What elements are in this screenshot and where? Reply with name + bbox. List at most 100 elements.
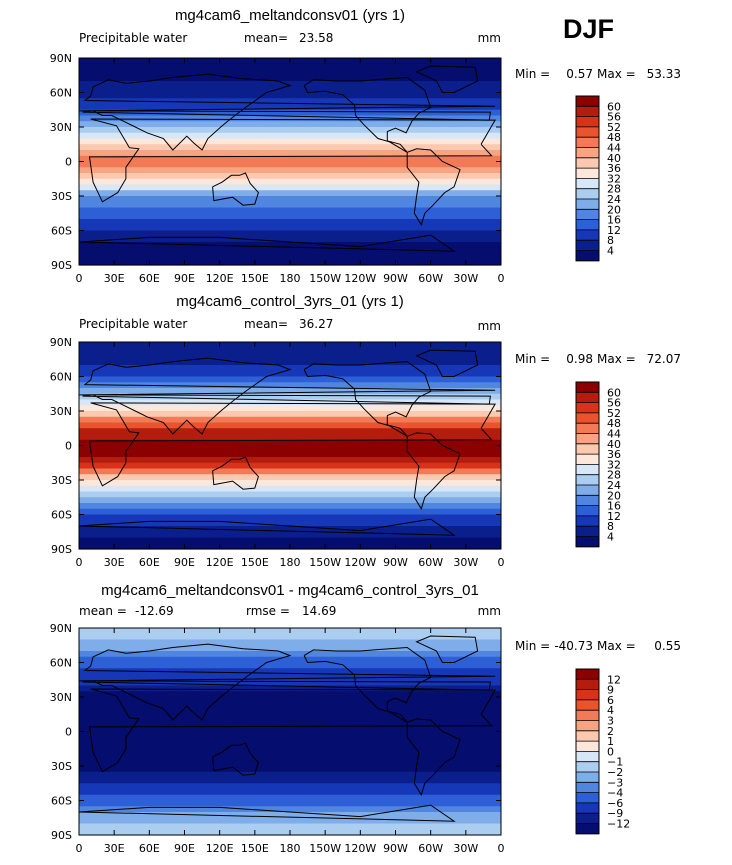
heatmap-band (79, 416, 501, 424)
y-tick-label: 60S (51, 225, 72, 238)
colorbar-label: 16 (607, 500, 621, 513)
heatmap-band (79, 748, 501, 756)
heatmap-band (79, 104, 501, 111)
heatmap-band (79, 86, 501, 94)
heatmap-band (79, 207, 501, 214)
min-label: Min = (515, 639, 550, 653)
heatmap-band (79, 474, 501, 481)
heatmap-band (79, 219, 501, 226)
panel-title: mg4cam6_meltandconsv01 - mg4cam6_control… (101, 582, 479, 599)
heatmap-band (79, 150, 501, 157)
heatmap-band (79, 196, 501, 203)
colorbar-swatch (576, 96, 599, 107)
max-value: 0.55 (654, 639, 681, 653)
heatmap-band (79, 806, 501, 813)
x-tick-label: 60E (139, 272, 160, 285)
x-tick-label: 90W (383, 556, 408, 569)
colorbar-swatch (576, 199, 599, 210)
panel-title: mg4cam6_control_3yrs_01 (yrs 1) (176, 293, 404, 310)
x-tick-label: 180 (280, 556, 301, 569)
colorbar-swatch (576, 443, 599, 455)
heatmap-band (79, 63, 501, 71)
colorbar-label: 9 (607, 684, 614, 697)
max-label: Max = (597, 67, 636, 81)
mean-value: 36.27 (299, 317, 333, 331)
coastline (78, 518, 456, 536)
x-tick-label: 30W (453, 556, 478, 569)
coastline (88, 402, 496, 487)
x-tick-label: 120W (344, 272, 376, 285)
colorbar-swatch (576, 474, 599, 486)
colorbar-label: 12 (607, 224, 621, 237)
heatmap-band (79, 69, 501, 76)
heatmap-band (79, 531, 501, 539)
heatmap-band (79, 445, 501, 452)
heatmap-band (79, 662, 501, 669)
colorbar-swatch (576, 392, 599, 403)
heatmap-band (79, 462, 501, 470)
colorbar-label: 24 (607, 193, 621, 206)
heatmap-band (79, 789, 501, 796)
coastline (88, 118, 496, 203)
variable-label: Precipitable water (79, 317, 187, 331)
heatmap-band (79, 691, 501, 698)
coastline (78, 804, 456, 822)
min-value: 0.57 (566, 67, 593, 81)
x-tick-label: 30E (104, 842, 125, 855)
heatmap-band (79, 491, 501, 498)
heatmap-band (79, 812, 501, 819)
heatmap-band (79, 497, 501, 504)
heatmap-band (79, 731, 501, 738)
heatmap-band (79, 457, 501, 464)
heatmap-band (79, 247, 501, 255)
coastline (88, 688, 496, 773)
colorbar-label: 12 (607, 510, 621, 523)
heatmap-band (79, 92, 501, 99)
heatmap-band (79, 127, 501, 134)
min-value: 0.98 (566, 352, 593, 366)
colorbar-swatch (576, 178, 599, 190)
colorbar-swatch (576, 536, 599, 548)
y-tick-label: 30S (51, 190, 72, 203)
map-panel-1: mg4cam6_meltandconsv01 (yrs 1) Precipitab… (50, 7, 681, 285)
max-label: Max = (597, 352, 636, 366)
heatmap-band (79, 668, 501, 675)
colorbar-swatch (576, 219, 599, 231)
y-tick-label: 90N (50, 622, 72, 635)
y-tick-label: 30N (50, 121, 72, 134)
heatmap-band (79, 480, 501, 487)
mean-label: mean= (244, 31, 288, 45)
heatmap-band (79, 399, 501, 406)
colorbar-swatch (576, 823, 599, 835)
heatmap-band (79, 537, 501, 544)
x-tick-label: 150E (241, 272, 269, 285)
y-tick-label: 90S (51, 543, 72, 556)
heatmap-band (79, 754, 501, 761)
x-tick-label: 90W (383, 842, 408, 855)
x-tick-label: 90E (174, 556, 195, 569)
x-tick-label: 120E (206, 842, 234, 855)
y-tick-label: 60N (50, 657, 72, 670)
heatmap-band (79, 777, 501, 784)
heatmap-band (79, 817, 501, 825)
x-tick-label: 30W (453, 272, 478, 285)
colorbar-swatch (576, 126, 599, 138)
heatmap-band (79, 75, 501, 82)
coastline (406, 718, 461, 797)
mean-value: -12.69 (135, 604, 174, 618)
x-tick-label: 60W (418, 272, 443, 285)
heatmap-band (79, 697, 501, 704)
heatmap-band (79, 359, 501, 366)
y-tick-label: 60S (51, 795, 72, 808)
y-tick-label: 0 (65, 440, 72, 453)
colorbar-swatch (576, 454, 599, 465)
x-tick-label: 150W (309, 556, 341, 569)
map-panel-2: mg4cam6_control_3yrs_01 (yrs 1) Precipita… (50, 293, 681, 569)
heatmap-band (79, 184, 501, 191)
colorbar-label: −12 (607, 818, 630, 831)
colorbar-swatch (576, 526, 599, 537)
colorbar-swatch (576, 802, 599, 814)
x-tick-label: 60W (418, 842, 443, 855)
colorbar-swatch (576, 137, 599, 148)
heatmap-band (79, 370, 501, 378)
